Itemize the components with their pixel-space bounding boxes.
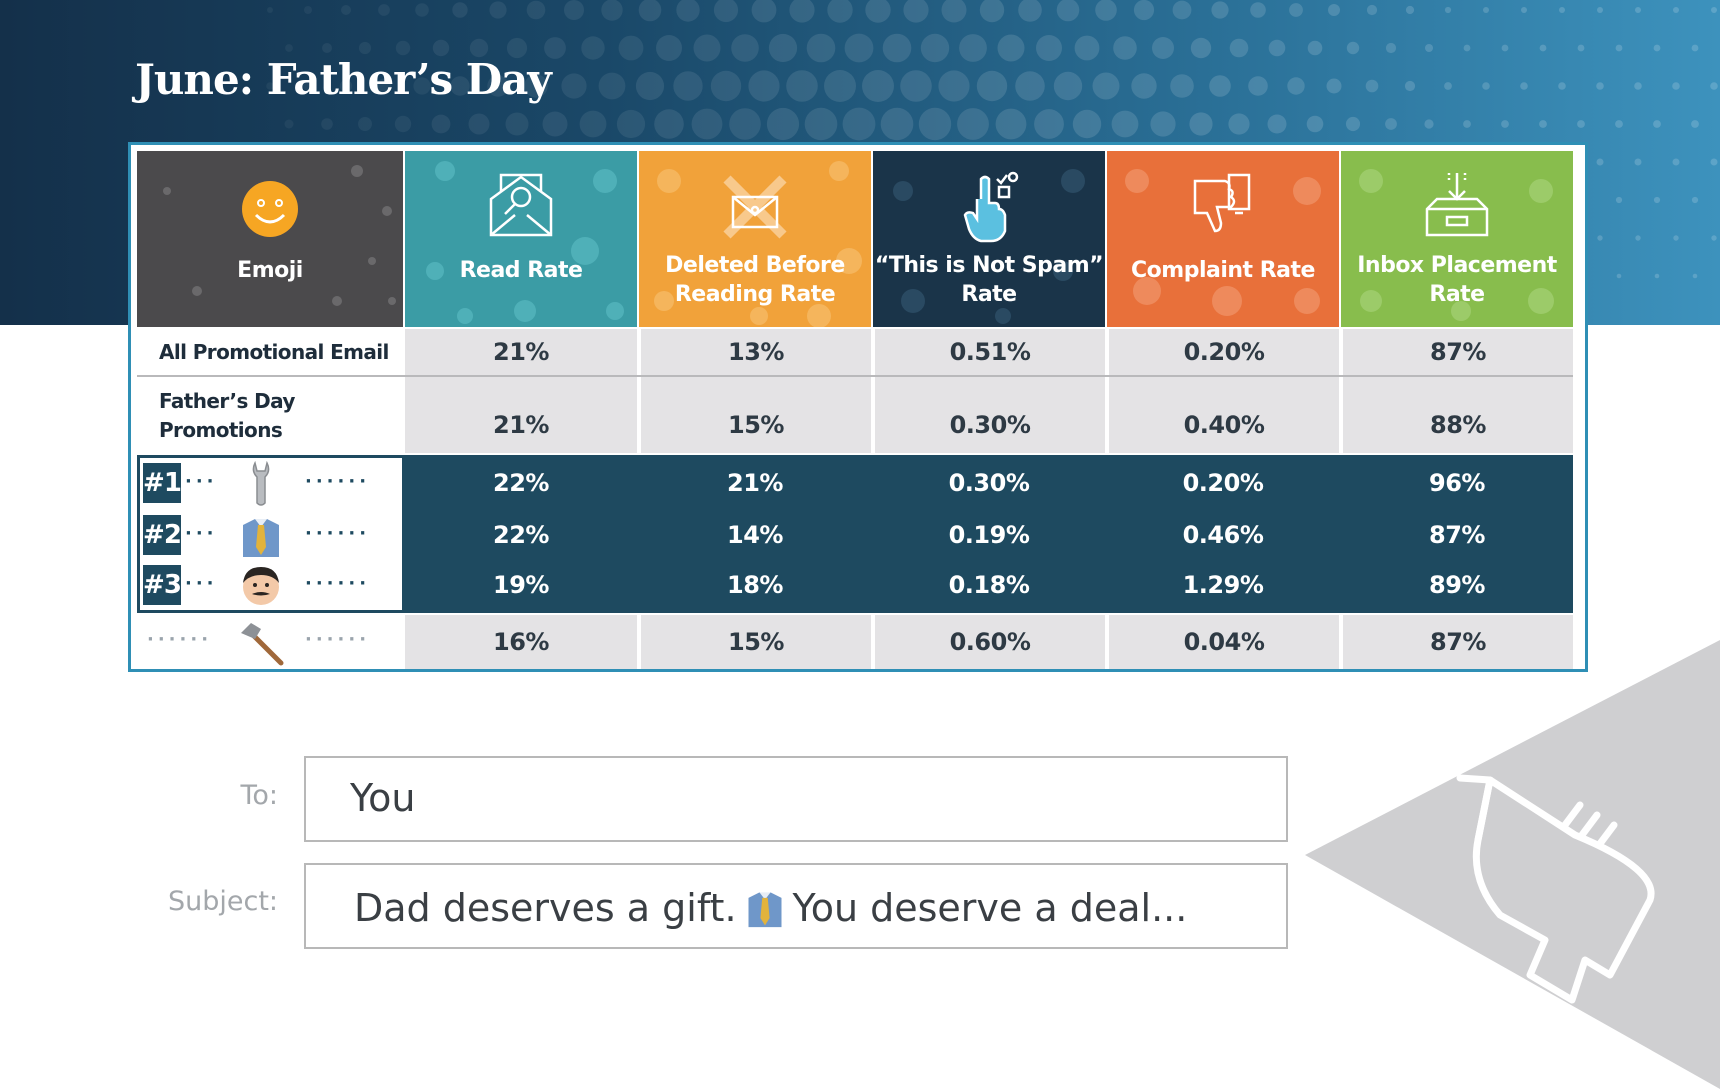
row-label: Father’s Day Promotions	[137, 377, 403, 453]
column-header-not-spam: “This is Not Spam” Rate	[873, 151, 1105, 327]
subject-text-after: You deserve a deal...	[792, 886, 1188, 930]
leader-dots: ······	[305, 629, 371, 650]
table-row: Father’s Day Promotions 21% 15% 0.30% 0.…	[137, 377, 1573, 453]
table-cell: 0.19%	[948, 521, 1030, 549]
drill-icon	[1456, 774, 1655, 1004]
table-cell: 16%	[405, 615, 637, 669]
table-cell: 0.46%	[1182, 521, 1264, 549]
page-title: June: Father’s Day	[135, 55, 552, 104]
table-cell: 0.30%	[873, 377, 1105, 453]
leader-dots: ······	[305, 471, 371, 492]
column-header-inbox-placement: Inbox Placement Rate	[1341, 151, 1573, 327]
magnifier-envelope-icon	[489, 173, 553, 237]
table-row: #2 ··· ······ 22% 14% 0.19% 0.46% 87%	[137, 509, 1573, 561]
rank-badge: #2	[143, 515, 182, 555]
leader-dots: ···	[185, 573, 218, 594]
table-cell: 0.20%	[1107, 329, 1339, 375]
column-header-emoji: Emoji	[137, 151, 403, 327]
table-cell: 15%	[639, 615, 871, 669]
column-header-label: Emoji	[237, 258, 303, 283]
pointing-hand-icon	[963, 171, 1019, 243]
deleted-envelope-icon	[723, 175, 787, 239]
to-field[interactable]: You	[304, 756, 1288, 842]
hammer-icon	[241, 623, 284, 666]
table-cell: 89%	[1429, 571, 1485, 599]
leader-dots: ······	[147, 629, 213, 650]
table-row: #3 ··· ······ 19% 18% 0.18% 1.29% 89%	[137, 559, 1573, 611]
table-cell: 21%	[405, 329, 637, 375]
table-cell: 22%	[493, 469, 549, 497]
subject-value: Dad deserves a gift. You deserve a deal.…	[354, 885, 1187, 930]
header-dots	[893, 169, 1085, 324]
table-cell: 87%	[1341, 615, 1573, 669]
leader-dots: ···	[185, 523, 218, 544]
column-header-label: “This is Not Spam” Rate	[874, 253, 1104, 307]
row-label-text: All Promotional Email	[159, 340, 389, 364]
table-cell: 87%	[1341, 329, 1573, 375]
wrench-icon	[252, 460, 270, 506]
table-cell: 0.51%	[873, 329, 1105, 375]
smiley-icon	[242, 181, 298, 237]
table-cell: 0.40%	[1107, 377, 1339, 453]
to-label: To:	[240, 780, 278, 811]
table-row: All Promotional Email 21% 13% 0.51% 0.20…	[137, 329, 1573, 377]
to-value: You	[350, 776, 416, 820]
table-cell: 18%	[727, 571, 783, 599]
inbox-tray-icon	[1425, 173, 1489, 237]
table-cell: 0.18%	[948, 571, 1030, 599]
column-header-read-rate: Read Rate	[405, 151, 637, 327]
table-cell: 21%	[405, 377, 637, 453]
header-dots	[1125, 169, 1321, 316]
subject-text-before: Dad deserves a gift.	[354, 886, 737, 930]
table-cell: 14%	[727, 521, 783, 549]
table-cell: 88%	[1341, 377, 1573, 453]
column-header-label: Inbox Placement Rate	[1357, 253, 1557, 307]
table-cell: 87%	[1429, 521, 1485, 549]
column-header-label: Complaint Rate	[1131, 258, 1315, 283]
column-header-complaint-rate: Complaint Rate	[1107, 151, 1339, 327]
leader-dots: ······	[305, 523, 371, 544]
table-cell: 21%	[727, 469, 783, 497]
table-cell: 22%	[493, 521, 549, 549]
leader-dots: ···	[185, 471, 218, 492]
row-label: ······ ······	[137, 615, 403, 669]
thumbs-down-icon	[1193, 173, 1251, 233]
subject-label: Subject:	[167, 886, 278, 917]
table-cell: 15%	[639, 377, 871, 453]
table-cell: 19%	[493, 571, 549, 599]
man-face-icon	[243, 567, 279, 605]
necktie-icon	[243, 519, 279, 557]
row-label: All Promotional Email	[137, 329, 403, 375]
subject-field[interactable]: Dad deserves a gift. You deserve a deal.…	[304, 863, 1288, 949]
column-header-deleted-before-reading: Deleted Before Reading Rate	[639, 151, 871, 327]
table-cell: 0.30%	[948, 469, 1030, 497]
header-dots	[1359, 169, 1554, 321]
leader-dots: ······	[305, 573, 371, 594]
header-dots	[654, 161, 862, 327]
table-cell: 1.29%	[1182, 571, 1264, 599]
table-cell: 0.60%	[873, 615, 1105, 669]
header-dots	[426, 161, 624, 324]
table-row: #1 ··· ······ 22% 21% 0.30% 0.20% 96%	[137, 457, 1573, 509]
table-cell: 0.04%	[1107, 615, 1339, 669]
table-row: ······ ······ 16% 15% 0.60% 0.04% 87%	[137, 615, 1573, 669]
rank-badge: #1	[143, 463, 182, 503]
table-cell: 96%	[1429, 469, 1485, 497]
top-emoji-block: #1 ··· ······ 22% 21% 0.30% 0.20% 96% #2…	[137, 455, 1573, 613]
metrics-table: Emoji Read Rate Deleted Before Reading R…	[128, 142, 1588, 672]
table-cell: 13%	[639, 329, 871, 375]
rank-badge: #3	[143, 565, 182, 605]
row-label-text: Father’s Day Promotions	[159, 389, 295, 442]
column-header-label: Deleted Before Reading Rate	[665, 253, 845, 307]
table-cell: 0.20%	[1182, 469, 1264, 497]
header-dots	[163, 165, 396, 306]
necktie-icon	[748, 892, 782, 928]
column-header-label: Read Rate	[459, 258, 583, 283]
